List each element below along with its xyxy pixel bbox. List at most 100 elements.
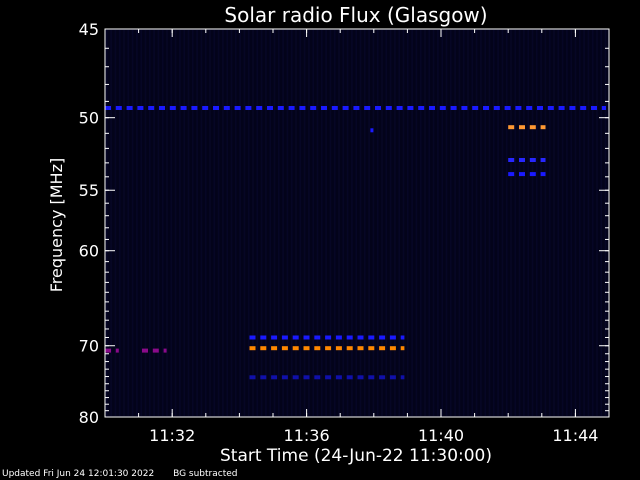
stripe [458, 30, 461, 416]
emission-dash [249, 375, 256, 380]
emission-dash [292, 335, 299, 340]
stripe [325, 30, 327, 416]
stripe [467, 30, 469, 416]
emission-dash [540, 158, 546, 162]
emission-dash [105, 348, 111, 353]
emission-dash [281, 346, 288, 351]
emission-dash [515, 106, 522, 110]
stripe [424, 30, 426, 416]
stripe [286, 30, 289, 416]
emission-dash [472, 106, 479, 110]
stripe [381, 30, 383, 416]
emission-dash [379, 375, 386, 380]
stripe [454, 30, 456, 416]
stripe [441, 30, 443, 416]
emission-dash [249, 346, 256, 351]
stripe [209, 30, 211, 416]
y-tick-label: 60 [79, 242, 99, 261]
stripe [596, 30, 598, 416]
stripe [402, 30, 405, 416]
updated-timestamp: Updated Fri Jun 24 12:01:30 2022 [2, 469, 155, 479]
chart-title: Solar radio Flux (Glasgow) [224, 3, 487, 27]
stripe [548, 30, 551, 416]
stripe [346, 30, 349, 416]
y-tick-label: 80 [79, 408, 99, 427]
stripe [587, 30, 590, 416]
emission-dash [260, 375, 267, 380]
stripe [553, 30, 555, 416]
stripe [170, 30, 173, 416]
emission-dash [504, 106, 511, 110]
emission-dash [191, 106, 198, 110]
stripe [445, 30, 448, 416]
emission-dash [368, 335, 375, 340]
stripe [471, 30, 474, 416]
stripe [372, 30, 375, 416]
emission-dash [142, 348, 148, 353]
stripe [192, 30, 194, 416]
stripe [497, 30, 499, 416]
stripe [536, 30, 538, 416]
stripe [484, 30, 486, 416]
emission-dash [389, 346, 396, 351]
emission-dash [569, 106, 576, 110]
stripe [566, 30, 568, 416]
emission-dash [364, 106, 371, 110]
stripe [338, 30, 340, 416]
emission-dash [529, 172, 536, 177]
emission-dash [180, 106, 187, 110]
emission-dash [400, 375, 405, 380]
emission-dash [303, 335, 310, 340]
emission-dash [529, 125, 536, 130]
emission-dash [558, 106, 565, 110]
stripe [252, 30, 254, 416]
emission-dash [385, 106, 392, 110]
stripe [308, 30, 310, 416]
emission-dash [508, 125, 515, 130]
emission-dash [271, 375, 278, 380]
emission-dash [105, 106, 111, 110]
stripe [166, 30, 168, 416]
emission-dash [519, 172, 525, 177]
stripe [118, 30, 121, 416]
stripe [321, 30, 323, 416]
emission-dash [325, 375, 332, 380]
emission-dash [540, 125, 546, 130]
emission-dash [335, 335, 342, 340]
emission-dash [370, 128, 374, 133]
emission-dash [159, 106, 165, 110]
emission-dash [325, 346, 332, 351]
stripe [123, 30, 125, 416]
stripe [501, 30, 504, 416]
stripe [437, 30, 439, 416]
stripe [329, 30, 332, 416]
y-tick-label: 50 [79, 109, 99, 128]
y-tick-label: 45 [79, 20, 99, 39]
emission-dash [396, 106, 403, 110]
emission-dash [163, 348, 167, 353]
emission-dash [379, 335, 386, 340]
emission-dash [281, 375, 288, 380]
emission-dash [346, 375, 353, 380]
stripe [333, 30, 336, 416]
stripe [342, 30, 345, 416]
emission-dash [493, 106, 500, 110]
stripe [260, 30, 263, 416]
emission-dash [357, 346, 364, 351]
emission-dash [429, 106, 435, 110]
footer: Updated Fri Jun 24 12:01:30 2022 BG subt… [2, 469, 254, 479]
emission-dash [580, 106, 587, 110]
emission-dash [418, 106, 425, 110]
stripe [144, 30, 147, 416]
stripe [187, 30, 190, 416]
y-tick-label: 70 [79, 337, 99, 356]
emission-dash [357, 375, 364, 380]
x-tick-label: 11:40 [418, 426, 464, 445]
stripe [419, 30, 422, 416]
stripe [523, 30, 525, 416]
stripe [243, 30, 246, 416]
emission-dash [213, 106, 219, 110]
stripe [161, 30, 164, 416]
stripe [295, 30, 297, 416]
x-tick-label: 11:32 [149, 426, 195, 445]
